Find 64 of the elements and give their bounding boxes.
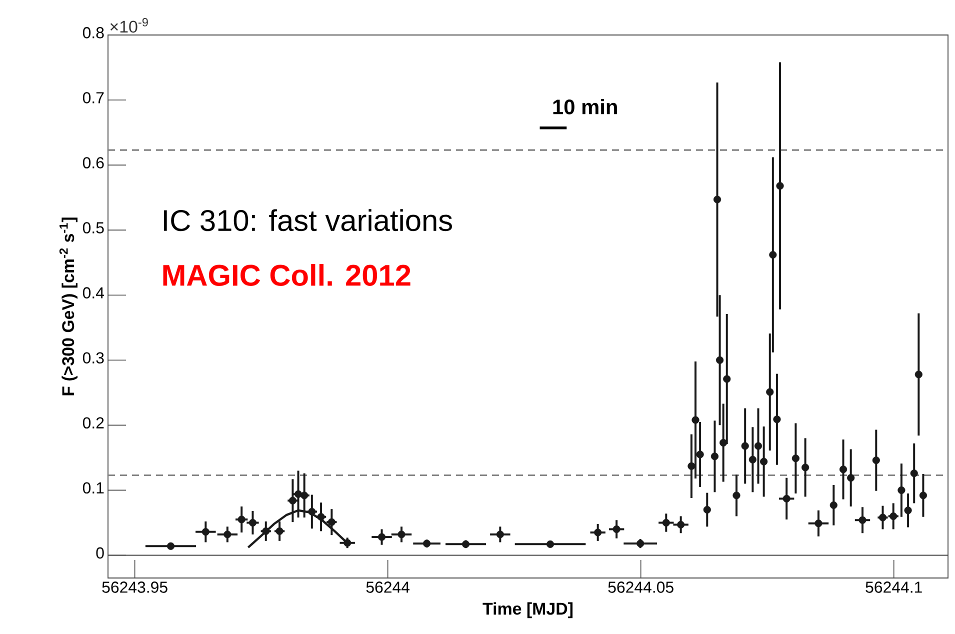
point <box>720 438 728 447</box>
y-tick-label: 0.4 <box>82 287 104 298</box>
point <box>716 356 724 364</box>
point <box>910 470 918 478</box>
point <box>766 388 774 396</box>
point <box>748 456 756 464</box>
point <box>423 540 431 548</box>
point <box>662 518 670 527</box>
point <box>754 442 762 450</box>
text: ×10$^{-9}$ <box>110 18 148 33</box>
annotation: MAGIC Coll. 2012 <box>163 264 410 286</box>
y-tick-label: 0.2 <box>82 417 104 429</box>
point <box>858 516 866 524</box>
point <box>914 370 922 378</box>
point <box>462 540 470 548</box>
point <box>546 540 554 548</box>
point <box>677 520 685 528</box>
y-tick-label: 0.6 <box>82 157 104 168</box>
point <box>919 492 928 500</box>
point <box>166 542 175 550</box>
point <box>776 182 784 190</box>
point <box>760 458 768 466</box>
point <box>782 494 790 502</box>
x-tick-label: 56243.95 <box>102 582 168 593</box>
y-tick-label: 0.1 <box>82 482 104 494</box>
y-tick-label: 0.3 <box>82 352 104 364</box>
point <box>496 530 504 538</box>
point <box>378 533 386 541</box>
point <box>224 530 232 538</box>
point <box>904 506 912 514</box>
point <box>847 474 855 482</box>
y-axis-title: F (>300 GeV) [cm$^{-2}$ s$^{-1}$] <box>59 218 78 396</box>
x-axis-title: Time [MJD] <box>482 602 573 618</box>
y-tick-label: 0.5 <box>82 222 104 234</box>
point <box>594 528 602 536</box>
point <box>612 525 620 534</box>
point <box>814 520 822 528</box>
point <box>898 486 906 494</box>
point <box>696 450 704 458</box>
point <box>839 466 848 474</box>
point <box>692 416 700 424</box>
y-tick-label: 0.8 <box>82 27 104 38</box>
point <box>398 530 406 538</box>
point <box>703 506 711 514</box>
point <box>769 250 777 259</box>
y-tick-label: 0.7 <box>82 92 104 104</box>
y-tick-label: 0 <box>96 547 104 559</box>
x-tick-label: 56244.1 <box>866 582 922 593</box>
point <box>732 492 740 500</box>
x-tick-label: 56244.05 <box>608 582 674 593</box>
annotation: 10 min <box>553 98 617 114</box>
point <box>802 464 810 472</box>
point <box>710 452 719 460</box>
point <box>723 375 731 383</box>
point <box>713 196 722 204</box>
point <box>773 416 781 424</box>
point <box>830 501 838 509</box>
point <box>688 462 696 470</box>
point <box>202 528 210 536</box>
x-tick-label: 56244 <box>366 582 410 593</box>
point <box>872 456 880 464</box>
point <box>741 442 749 450</box>
point <box>792 454 800 462</box>
annotation: IC 310: fast variations <box>164 209 452 232</box>
